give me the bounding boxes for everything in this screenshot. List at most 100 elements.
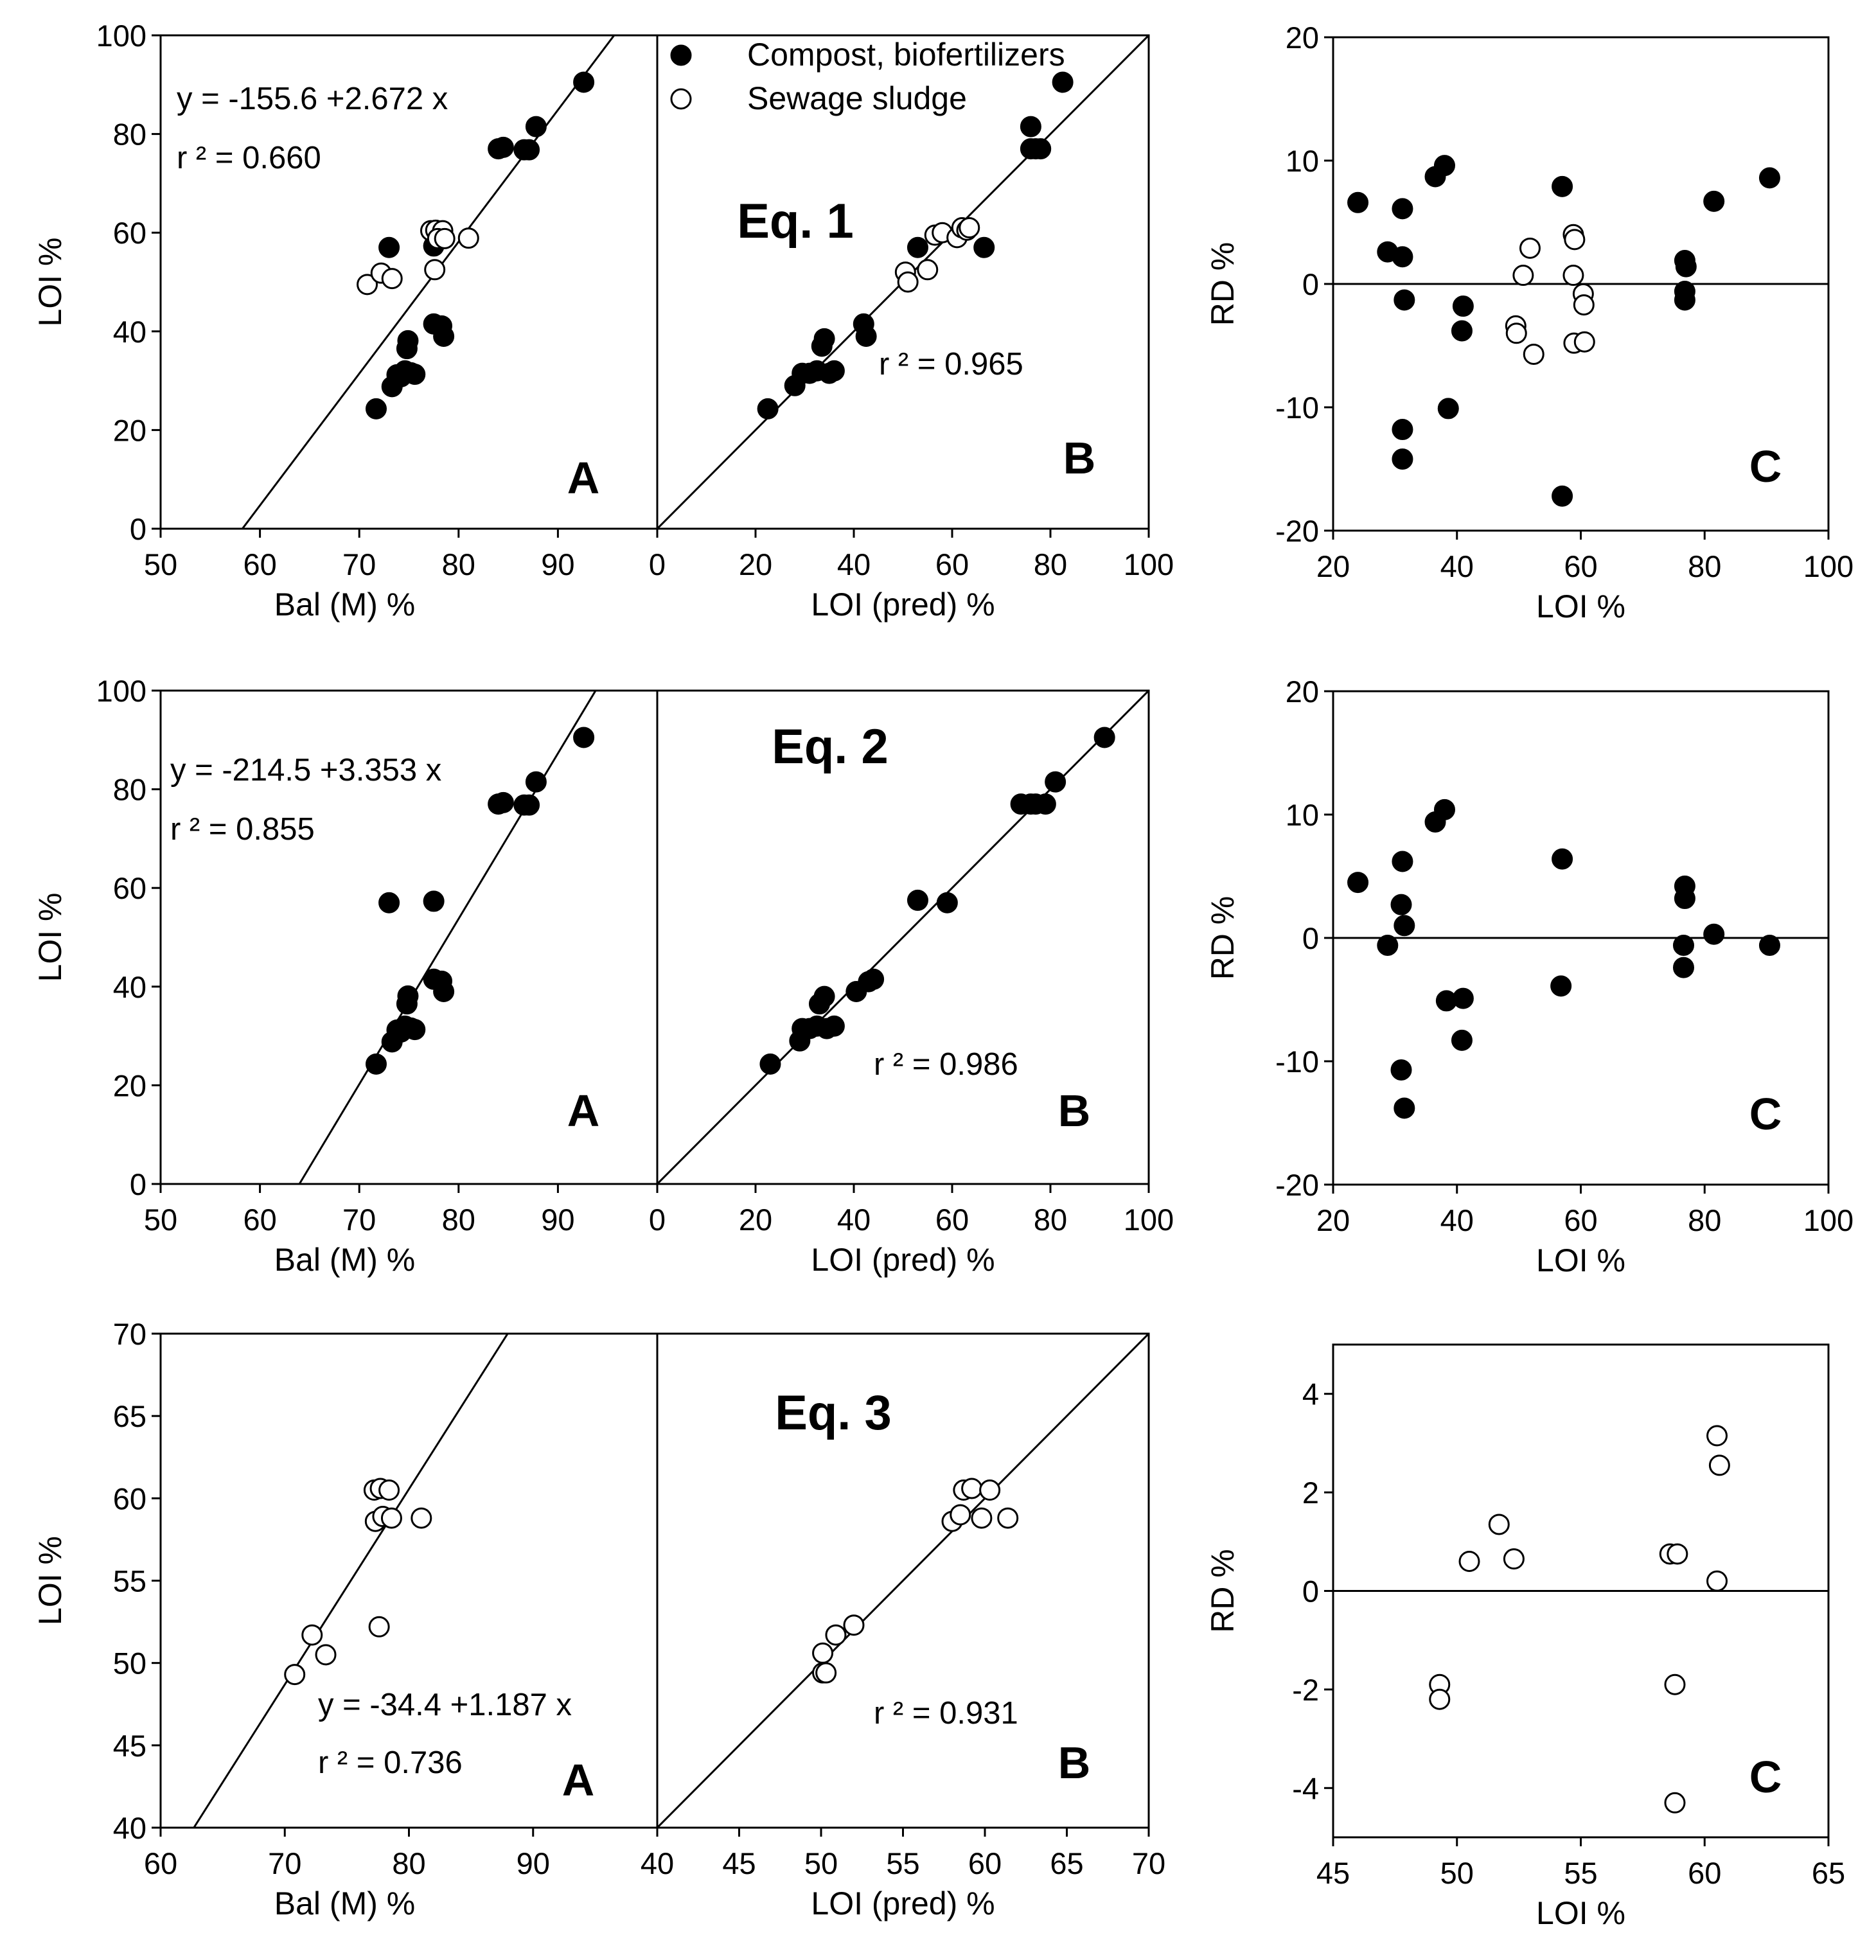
y-tick-label: 0 xyxy=(130,1167,146,1201)
data-point xyxy=(1394,289,1415,311)
plot-frame xyxy=(656,34,1150,530)
legend-filled-label: Compost, biofertilizers xyxy=(747,37,1065,73)
one-to-one-line xyxy=(657,1334,1149,1828)
panel-letter: C xyxy=(1749,1089,1782,1139)
x-tick-label: 20 xyxy=(739,1203,772,1237)
data-point xyxy=(1519,237,1541,259)
legend-filled-marker xyxy=(670,44,692,66)
x-axis-label: Bal (M) % xyxy=(274,1885,415,1921)
y-tick-label: 60 xyxy=(113,216,146,250)
data-point xyxy=(1674,289,1695,311)
data-point xyxy=(813,328,835,349)
data-point xyxy=(1347,191,1369,213)
data-point xyxy=(1512,265,1534,287)
data-point xyxy=(1392,246,1413,268)
regression-line xyxy=(192,1334,509,1828)
y-axis-label: RD % xyxy=(1205,896,1241,980)
series-sewage-sludge xyxy=(1429,1425,1730,1814)
y-tick-label: 50 xyxy=(113,1647,146,1681)
legend: Compost, biofertilizers Sewage sludge xyxy=(670,37,1065,116)
x-tick-label: 60 xyxy=(243,547,276,581)
plot-frame xyxy=(656,689,1150,1185)
data-point xyxy=(1392,448,1413,470)
x-tick-label: 40 xyxy=(1440,1203,1474,1237)
data-point xyxy=(950,1504,971,1526)
data-point xyxy=(973,236,995,258)
y-tick-label: 2 xyxy=(1302,1476,1319,1510)
data-point xyxy=(1394,1097,1415,1119)
x-tick-label: 20 xyxy=(1316,1203,1350,1237)
y-axis-label: RD % xyxy=(1205,242,1241,326)
x-axis-label: LOI (pred) % xyxy=(811,1885,995,1921)
y-tick-label: 0 xyxy=(1302,267,1319,301)
x-tick-label: 20 xyxy=(739,547,772,581)
legend-open-label: Sewage sludge xyxy=(747,80,967,116)
panel-letter: C xyxy=(1749,441,1782,491)
data-point xyxy=(959,217,980,239)
x-tick-label: 50 xyxy=(144,1203,177,1237)
series-sewage-sludge xyxy=(812,1478,1019,1684)
y-tick-label: 40 xyxy=(113,1811,146,1845)
panel-eq2-A: 50 60 70 80 90 0 20 40 60 80 100 Bal (M) % LOI % y = … xyxy=(32,674,659,1278)
data-point xyxy=(1458,1550,1480,1572)
data-point xyxy=(936,892,958,914)
data-point xyxy=(1552,848,1573,870)
data-point xyxy=(863,968,885,990)
x-tick-label: 40 xyxy=(641,1846,674,1880)
panel-eq3-B: 40 45 50 55 60 65 70 LOI (pred) % r ² = 0.931 Eq.… xyxy=(641,1332,1165,1921)
y-tick-label: 0 xyxy=(1302,921,1319,955)
data-point xyxy=(1573,294,1595,316)
legend-open-marker xyxy=(670,88,692,110)
data-point xyxy=(411,1507,432,1529)
y-axis-label: RD % xyxy=(1205,1549,1241,1633)
r-squared-label: r ² = 0.965 xyxy=(879,347,1023,382)
x-tick-label: 100 xyxy=(1803,549,1854,583)
x-axis-label: LOI % xyxy=(1536,1242,1625,1278)
panel-eq1-A: 50 60 70 80 90 0 20 40 60 80 100 Bal (M) % LOI % y = … xyxy=(32,19,659,622)
data-point xyxy=(492,791,514,813)
data-point xyxy=(368,1616,390,1638)
x-tick-label: 45 xyxy=(722,1846,756,1880)
y-tick-label: 60 xyxy=(113,871,146,905)
data-point xyxy=(907,236,928,258)
series-compost xyxy=(365,727,595,1075)
data-point xyxy=(1390,1059,1412,1081)
data-point xyxy=(397,330,419,351)
y-tick-label: 40 xyxy=(113,970,146,1004)
x-tick-label: 80 xyxy=(392,1846,425,1880)
x-tick-label: 80 xyxy=(1034,1203,1067,1237)
data-point xyxy=(917,259,939,281)
x-tick-label: 90 xyxy=(541,547,574,581)
x-tick-label: 65 xyxy=(1812,1856,1845,1890)
data-point xyxy=(1488,1514,1510,1535)
x-axis-label: Bal (M) % xyxy=(274,587,415,622)
data-point xyxy=(433,980,455,1002)
data-point xyxy=(357,274,378,296)
panel-letter: B xyxy=(1058,1738,1091,1788)
panel-eq2-C: 20 40 60 80 100 -20 -10 0 10 20 LOI % RD % C xyxy=(1205,675,1854,1278)
x-tick-label: 100 xyxy=(1803,1203,1854,1237)
x-tick-label: 70 xyxy=(1132,1846,1165,1880)
x-tick-label: 40 xyxy=(837,1203,871,1237)
y-axis-label: LOI % xyxy=(32,238,68,327)
y-tick-label: 100 xyxy=(96,19,146,53)
data-point xyxy=(1758,935,1780,957)
x-tick-label: 70 xyxy=(342,547,376,581)
x-tick-label: 80 xyxy=(442,547,475,581)
data-point xyxy=(1503,1548,1525,1570)
data-point xyxy=(897,271,919,293)
data-point xyxy=(1452,296,1474,317)
equation-title: Eq. 3 xyxy=(775,1386,892,1440)
data-point xyxy=(1523,343,1544,365)
data-point xyxy=(823,1015,845,1037)
data-point xyxy=(1703,923,1725,945)
panel-letter: B xyxy=(1058,1086,1091,1136)
x-tick-label: 60 xyxy=(935,1203,969,1237)
data-point xyxy=(1433,155,1455,177)
data-point xyxy=(971,1507,993,1529)
panel-letter: A xyxy=(562,1755,595,1805)
regression-equation: y = -155.6 +2.672 x xyxy=(177,82,448,116)
data-point xyxy=(365,1053,387,1075)
